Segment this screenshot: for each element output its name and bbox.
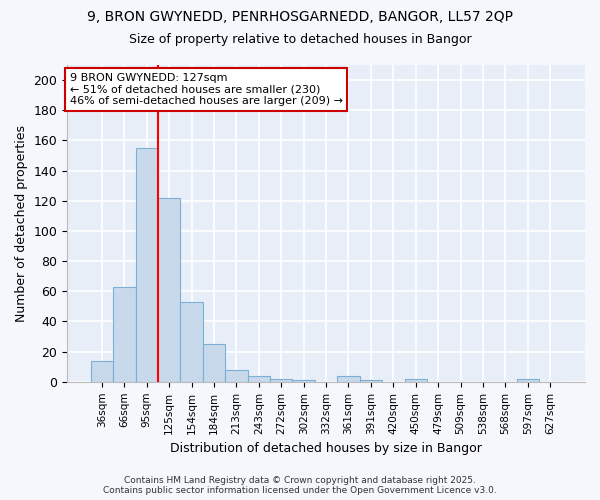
Bar bbox=[203, 344, 225, 382]
Bar bbox=[270, 379, 292, 382]
Bar bbox=[292, 380, 315, 382]
Bar bbox=[248, 376, 270, 382]
Text: 9 BRON GWYNEDD: 127sqm
← 51% of detached houses are smaller (230)
46% of semi-de: 9 BRON GWYNEDD: 127sqm ← 51% of detached… bbox=[70, 73, 343, 106]
Y-axis label: Number of detached properties: Number of detached properties bbox=[15, 125, 28, 322]
Bar bbox=[158, 198, 181, 382]
Bar bbox=[404, 379, 427, 382]
Bar bbox=[517, 379, 539, 382]
X-axis label: Distribution of detached houses by size in Bangor: Distribution of detached houses by size … bbox=[170, 442, 482, 455]
Text: 9, BRON GWYNEDD, PENRHOSGARNEDD, BANGOR, LL57 2QP: 9, BRON GWYNEDD, PENRHOSGARNEDD, BANGOR,… bbox=[87, 10, 513, 24]
Text: Contains HM Land Registry data © Crown copyright and database right 2025.
Contai: Contains HM Land Registry data © Crown c… bbox=[103, 476, 497, 495]
Text: Size of property relative to detached houses in Bangor: Size of property relative to detached ho… bbox=[128, 32, 472, 46]
Bar bbox=[181, 302, 203, 382]
Bar bbox=[225, 370, 248, 382]
Bar bbox=[360, 380, 382, 382]
Bar bbox=[136, 148, 158, 382]
Bar bbox=[113, 287, 136, 382]
Bar bbox=[91, 360, 113, 382]
Bar bbox=[337, 376, 360, 382]
